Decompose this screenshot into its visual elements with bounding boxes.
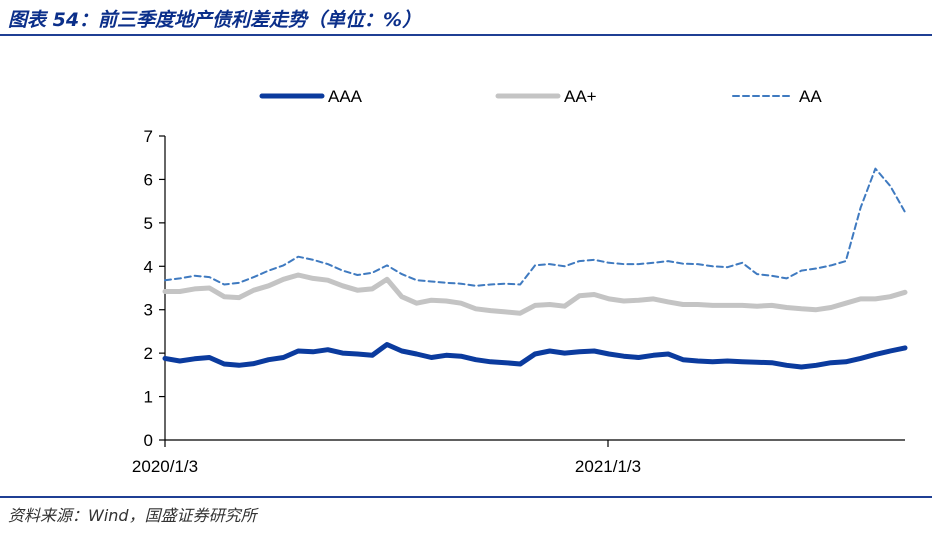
title-rule [0, 34, 932, 36]
y-tick-label: 1 [144, 388, 153, 407]
figure-title: 图表 54：前三季度地产债利差走势（单位：%） [8, 9, 422, 31]
x-tick-label: 2020/1/3 [132, 457, 198, 476]
legend-label: AAA [328, 87, 363, 106]
y-tick-label: 3 [144, 301, 153, 320]
y-tick-label: 0 [144, 431, 153, 450]
legend-label: AA+ [564, 87, 597, 106]
chart-legend: AAA AA+ AA [259, 87, 822, 106]
y-tick-label: 5 [144, 214, 153, 233]
y-tick-label: 2 [144, 344, 153, 363]
series-line-aa [164, 167, 906, 287]
source-rule [0, 496, 932, 498]
legend-label: AA [799, 87, 822, 106]
source-note: 资料来源：Wind，国盛证券研究所 [8, 506, 257, 525]
x-tick-label: 2021/1/3 [575, 457, 641, 476]
chart-series [162, 167, 908, 370]
line-chart: AAA AA+ AA 0 1 2 3 4 5 6 7 2020/1/3 2021/1/3 [132, 87, 908, 476]
series-line-aaa [162, 342, 908, 370]
y-tick-label: 6 [144, 170, 153, 189]
y-tick-label: 7 [144, 127, 153, 146]
chart-axes: 0 1 2 3 4 5 6 7 2020/1/3 2021/1/3 [132, 127, 905, 476]
y-tick-label: 4 [144, 257, 153, 276]
series-line-aa-plus [162, 272, 908, 316]
